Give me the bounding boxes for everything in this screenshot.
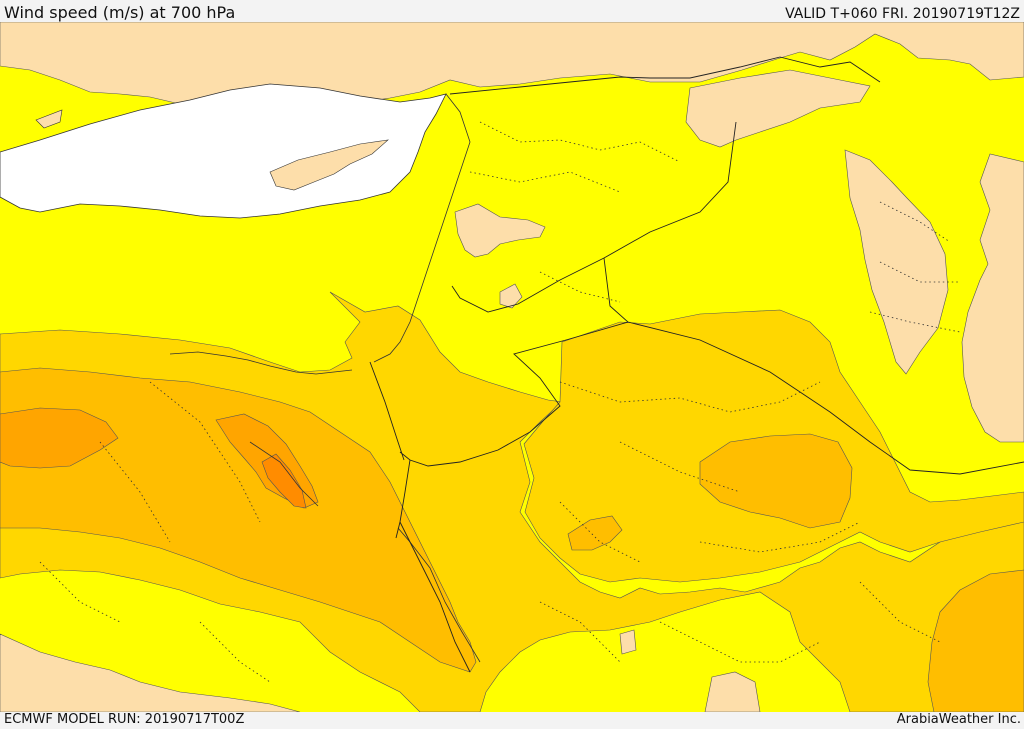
land-iraq-east <box>844 149 949 375</box>
map-canvas <box>0 22 1024 712</box>
sea-mediterranean <box>0 83 447 219</box>
sea-gulf-of-aqaba <box>397 527 481 663</box>
land-iran-west <box>961 153 1024 443</box>
wind-band-orange-small <box>567 515 623 551</box>
land-saudi-south <box>704 671 761 712</box>
land-lebanon-mountains <box>454 203 546 258</box>
province-boundaries <box>39 121 961 683</box>
coastlines <box>373 93 471 363</box>
land-syria-east <box>685 69 871 148</box>
land-small-patch-c <box>619 629 637 655</box>
model-run-label: ECMWF MODEL RUN: 20190717T00Z <box>4 712 245 727</box>
land-small-patch-a <box>499 283 523 309</box>
map-footer: ECMWF MODEL RUN: 20190717T00Z ArabiaWeat… <box>0 712 1024 729</box>
map-header: Wind speed (m/s) at 700 hPa VALID T+060 … <box>0 0 1024 22</box>
wind-band-orange-saudi <box>699 433 853 529</box>
wind-speed-map <box>0 22 1024 712</box>
wind-band-orange-southeast <box>927 569 1024 712</box>
land-sinai-south <box>0 633 301 712</box>
map-title: Wind speed (m/s) at 700 hPa <box>4 3 236 22</box>
land-cyprus <box>269 139 389 191</box>
sea-gulf-of-suez <box>249 441 319 507</box>
valid-time: VALID T+060 FRI. 20190719T12Z <box>785 6 1020 22</box>
wind-band-orange <box>0 367 477 673</box>
wind-band-strong-core <box>261 453 307 509</box>
coast-nile-delta <box>169 351 353 375</box>
border-lines <box>369 56 1024 673</box>
land-crete-fragment <box>35 109 63 129</box>
wind-band-dark-orange-west <box>0 407 119 469</box>
credit-label: ArabiaWeather Inc. <box>896 712 1021 727</box>
